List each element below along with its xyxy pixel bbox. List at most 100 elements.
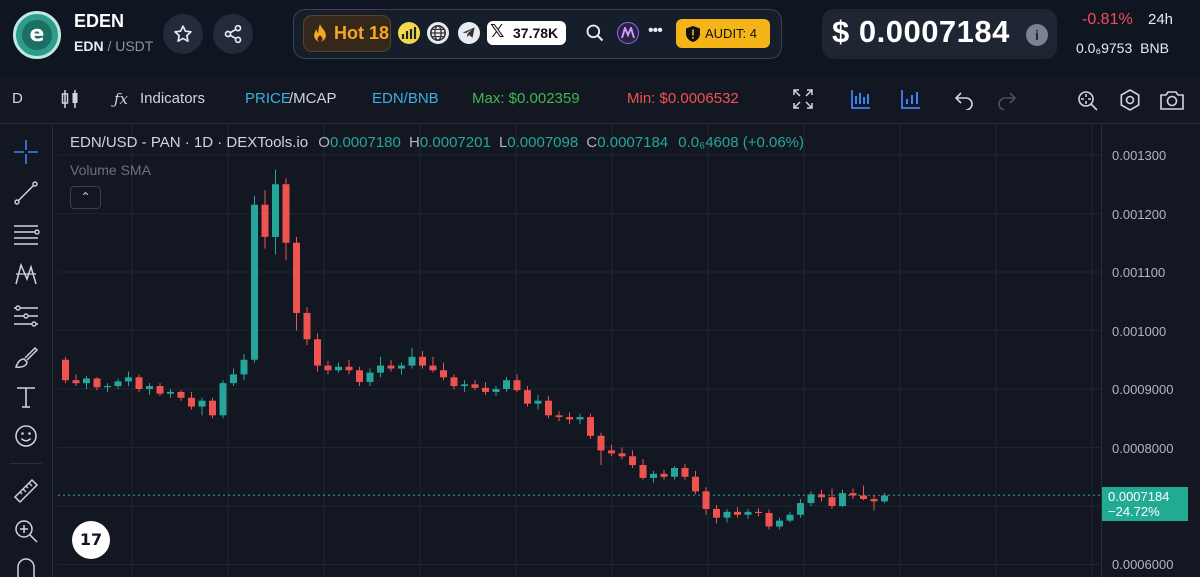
text-tool-icon[interactable] — [12, 383, 40, 411]
zoom-in-icon[interactable] — [12, 517, 40, 545]
legend-open-key: O — [318, 134, 330, 151]
axis-tick: 0.0006000 — [1112, 557, 1174, 572]
candle-body — [524, 390, 531, 404]
candle-body — [755, 511, 762, 514]
candle-body — [62, 359, 69, 381]
candle-body — [881, 495, 888, 502]
telegram-icon — [462, 27, 475, 38]
axis-tick: 0.0009000 — [1112, 382, 1174, 397]
interval-selector[interactable]: D — [12, 90, 23, 107]
hot-label: Hot 18 — [334, 23, 390, 43]
volume-chart-icon[interactable] — [850, 88, 872, 110]
axis-tick: 0.001300 — [1112, 148, 1167, 163]
axis-tick: 0.001000 — [1112, 324, 1167, 339]
coinmarketcap-link[interactable] — [398, 22, 420, 44]
axis-tick: 0.001200 — [1112, 207, 1167, 222]
candle-body — [261, 204, 269, 237]
pair-separator: / — [107, 38, 112, 54]
info-icon[interactable]: i — [1026, 24, 1048, 46]
candle-body — [167, 391, 174, 394]
indicators-button[interactable]: Indicators — [140, 90, 206, 107]
trend-line-icon[interactable] — [12, 179, 40, 207]
redo-icon[interactable] — [996, 88, 1018, 110]
bnb-value: 0.0₆9753 — [1076, 40, 1133, 56]
website-link[interactable] — [427, 22, 449, 44]
candle-body — [282, 184, 290, 243]
telegram-link[interactable] — [458, 22, 480, 44]
candle-body — [324, 365, 332, 371]
candle-body — [639, 465, 647, 478]
magnet-icon[interactable] — [12, 555, 40, 577]
current-price: $ 0.0007184 — [832, 14, 1010, 49]
legend-title: EDN/USD - PAN · 1D · DEXTools.io — [70, 134, 309, 151]
candle-body — [618, 453, 626, 457]
candle-body — [702, 491, 710, 509]
legend-low-key: L — [498, 134, 508, 151]
price-chart[interactable] — [58, 125, 1101, 577]
candle-body — [734, 511, 741, 515]
fullscreen-icon[interactable] — [792, 88, 814, 110]
camera-icon[interactable] — [1159, 88, 1185, 112]
bars-chart-icon[interactable] — [900, 88, 922, 110]
price-toggle[interactable]: PRICE — [245, 90, 291, 107]
current-price-tag: 0.0007184 −24.72% — [1102, 487, 1188, 521]
settings-icon[interactable] — [1118, 88, 1142, 112]
candle-body — [597, 435, 605, 451]
emoji-icon[interactable] — [12, 422, 40, 450]
legend-open: 0.0007180 — [329, 134, 401, 151]
price-in-bnb: 0.0₆9753 BNB — [1076, 40, 1169, 56]
current-price-tag-change: −24.72% — [1108, 504, 1160, 519]
legend-low: 0.0007098 — [507, 134, 579, 151]
candle-body — [608, 450, 615, 454]
candle-body — [408, 356, 416, 366]
favorite-button[interactable] — [163, 14, 203, 54]
candle-body — [135, 377, 143, 389]
header: e EDEN EDN / USDT Hot 18 𝕏 37.78K 𝕏 ••• … — [0, 0, 1200, 76]
candle-body — [219, 383, 227, 416]
candle-body — [114, 381, 122, 387]
brush-icon[interactable] — [12, 343, 40, 371]
mcap-toggle[interactable]: /MCAP — [289, 90, 337, 107]
fib-tool-icon[interactable] — [12, 302, 40, 330]
candle-body — [177, 391, 185, 398]
pattern-icon[interactable] — [12, 260, 40, 288]
candle-body — [146, 386, 153, 389]
axis-tick: 0.001100 — [1112, 265, 1166, 280]
undo-icon[interactable] — [953, 88, 975, 110]
candle-body — [272, 184, 279, 237]
more-menu[interactable]: ••• — [648, 22, 663, 39]
search-icon[interactable] — [585, 23, 605, 43]
dex-link[interactable] — [617, 22, 639, 44]
candle-body — [513, 380, 521, 391]
candle-body — [503, 380, 510, 389]
zoom-cursor-icon[interactable] — [1075, 88, 1101, 114]
candle-body — [240, 359, 248, 375]
tradingview-logo[interactable]: 17 — [72, 521, 110, 559]
audit-badge[interactable]: AUDIT: 4 — [676, 19, 770, 48]
candle-body — [335, 366, 342, 371]
candle-type-icon[interactable] — [59, 88, 81, 110]
collapse-legend-button[interactable]: ⌃ — [70, 186, 101, 209]
candle-body — [576, 417, 584, 420]
candle-body — [681, 467, 689, 477]
candle-body — [849, 493, 857, 496]
candle-body — [345, 366, 353, 371]
tool-divider — [10, 463, 42, 464]
pair-toggle[interactable]: EDN/BNB — [372, 90, 439, 107]
candle-body — [545, 400, 552, 416]
candle-body — [419, 356, 426, 366]
candle-body — [366, 372, 374, 382]
token-logo-letter: e — [22, 20, 52, 50]
hot-badge[interactable]: Hot 18 — [303, 15, 391, 52]
share-button[interactable] — [213, 14, 253, 54]
crosshair-icon[interactable] — [12, 138, 40, 166]
candle-body — [440, 370, 447, 378]
ruler-icon[interactable] — [12, 477, 40, 505]
horizontal-lines-icon[interactable] — [12, 220, 40, 248]
volume-sma-label[interactable]: Volume SMA — [70, 162, 151, 178]
chart-bars-icon — [401, 27, 417, 39]
candle-body — [198, 400, 206, 407]
candle-body — [209, 400, 216, 416]
candle-body — [870, 498, 878, 502]
price-axis[interactable] — [1101, 125, 1200, 577]
